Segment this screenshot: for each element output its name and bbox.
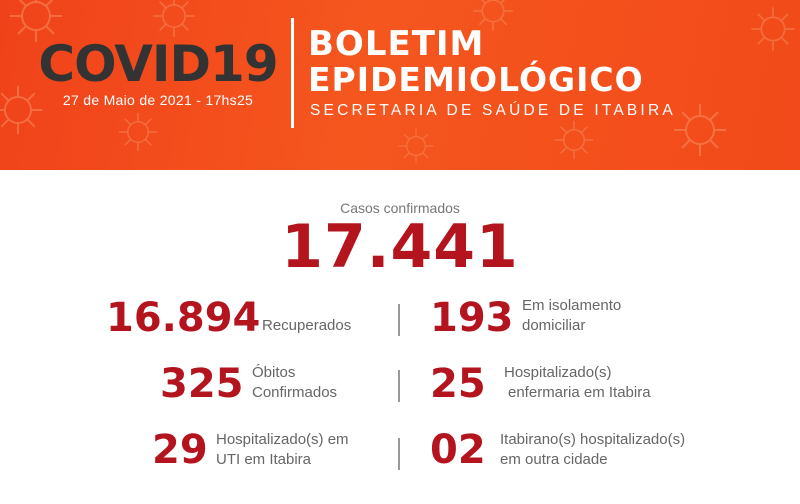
deaths-value: 325 bbox=[160, 361, 244, 407]
secretaria-subtitle: SECRETARIA DE SAÚDE DE ITABIRA bbox=[310, 102, 676, 119]
header-banner: COVID19 27 de Maio de 2021 - 17hs25 BOLE… bbox=[0, 0, 800, 170]
virus-icon bbox=[10, 0, 62, 42]
isolation-value: 193 bbox=[430, 295, 514, 341]
virus-icon bbox=[0, 85, 43, 135]
deaths-label-line1: Óbitos bbox=[252, 364, 296, 381]
virus-icon bbox=[751, 7, 795, 51]
virus-icon bbox=[398, 128, 434, 164]
virus-icon bbox=[473, 0, 513, 31]
deaths-label-line2: Confirmados bbox=[252, 384, 338, 401]
row1-separator bbox=[398, 304, 400, 336]
other-city-label-line2: em outra cidade bbox=[500, 451, 608, 468]
bulletin-title-line1: BOLETIM bbox=[308, 24, 485, 64]
isolation-label-line1: Em isolamento bbox=[522, 297, 622, 314]
bulletin-date: 27 de Maio de 2021 - 17hs25 bbox=[62, 92, 254, 108]
icu-label-line1: Hospitalizado(s) em bbox=[216, 431, 349, 448]
covid-title: COVID19 bbox=[38, 35, 278, 93]
row2-separator bbox=[398, 370, 400, 402]
virus-icon bbox=[153, 0, 195, 37]
confirmed-cases-value: 17.441 bbox=[281, 212, 519, 282]
other-city-label-line1: Itabirano(s) hospitalizado(s) bbox=[500, 431, 686, 448]
ward-label-line1: Hospitalizado(s) bbox=[504, 364, 612, 381]
recovered-label: Recuperados bbox=[262, 317, 352, 334]
virus-icon bbox=[554, 120, 594, 160]
confirmed-cases-label: Casos confirmados bbox=[340, 200, 460, 216]
row3-separator bbox=[398, 438, 400, 470]
virus-icon bbox=[118, 112, 158, 152]
icu-value: 29 bbox=[152, 427, 208, 473]
icu-label-line2: UTI em Itabira bbox=[216, 451, 312, 468]
isolation-label-line2: domiciliar bbox=[522, 317, 586, 334]
virus-icon bbox=[674, 104, 726, 156]
ward-label-line2: enfermaria em Itabira bbox=[508, 384, 651, 401]
recovered-value: 16.894 bbox=[106, 295, 261, 341]
bulletin-title-line2: EPIDEMIOLÓGICO bbox=[308, 60, 644, 99]
other-city-value: 02 bbox=[430, 427, 486, 473]
header-divider bbox=[291, 18, 294, 128]
ward-value: 25 bbox=[430, 361, 486, 407]
